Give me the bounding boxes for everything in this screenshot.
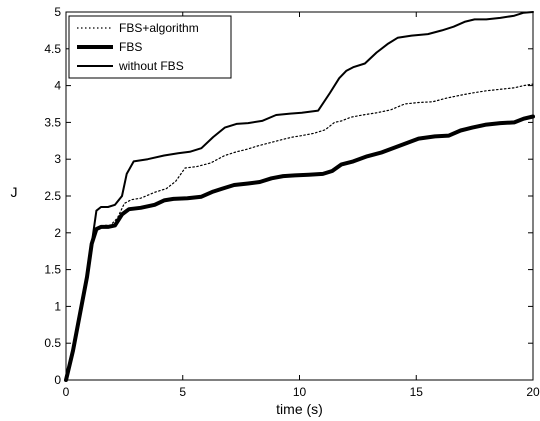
y-tick-label: 1 [54, 299, 61, 313]
legend-label: FBS+algorithm [119, 21, 199, 35]
y-tick-label: 0 [54, 373, 61, 387]
ticks: 0 5 10 15 20 0 0.5 1 1.5 2 2.5 3 3.5 4 4.5 5 [44, 5, 540, 399]
y-tick-label: 5 [54, 5, 61, 19]
plot-area: 0 5 10 15 20 0 0.5 1 1.5 2 2.5 3 3.5 4 4.5 5 [44, 5, 540, 399]
y-tick-label: 4 [54, 79, 61, 93]
legend: FBS+algorithm FBS without FBS [68, 15, 232, 79]
x-tick-label: 5 [179, 385, 186, 399]
series-lines [64, 11, 535, 382]
x-axis-label: time (s) [276, 401, 323, 417]
series-line-fbs [64, 114, 535, 382]
x-tick-label: 15 [410, 385, 424, 399]
y-tick-label: 3.5 [44, 115, 61, 129]
legend-label: without FBS [118, 59, 184, 73]
y-tick-label: 0.5 [44, 336, 61, 350]
y-tick-label: 2.5 [44, 189, 61, 203]
x-tick-label: 10 [293, 385, 307, 399]
y-tick-label: 3 [54, 152, 61, 166]
x-tick-label: 0 [63, 385, 70, 399]
y-tick-label: 1.5 [44, 263, 61, 277]
y-axis-label: J [11, 184, 18, 200]
series-line-without-fbs [65, 11, 534, 381]
y-tick-label: 4.5 [44, 42, 61, 56]
y-tick-label: 2 [54, 226, 61, 240]
legend-label: FBS [119, 40, 142, 54]
series-line-fbs-algorithm [65, 83, 534, 381]
x-tick-label: 20 [526, 385, 540, 399]
